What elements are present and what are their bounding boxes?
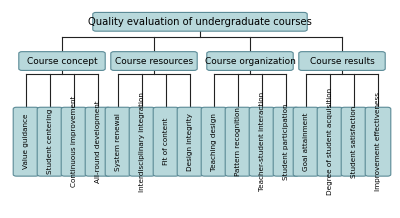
- Text: Degree of student acquisition: Degree of student acquisition: [327, 88, 333, 195]
- FancyBboxPatch shape: [111, 52, 197, 70]
- FancyBboxPatch shape: [129, 107, 155, 176]
- Text: Teaching design: Teaching design: [211, 113, 217, 171]
- FancyBboxPatch shape: [365, 107, 391, 176]
- FancyBboxPatch shape: [37, 107, 63, 176]
- Text: Pattern recognition: Pattern recognition: [235, 107, 241, 176]
- FancyBboxPatch shape: [341, 107, 367, 176]
- Text: Course resources: Course resources: [115, 56, 193, 66]
- Text: Design integrity: Design integrity: [187, 113, 193, 171]
- FancyBboxPatch shape: [207, 52, 293, 70]
- Text: Course results: Course results: [310, 56, 374, 66]
- FancyBboxPatch shape: [105, 107, 131, 176]
- FancyBboxPatch shape: [249, 107, 275, 176]
- Text: Value guidance: Value guidance: [23, 114, 29, 169]
- Text: Continuous improvement: Continuous improvement: [71, 96, 77, 187]
- Text: Interdisciplinary integration: Interdisciplinary integration: [139, 92, 145, 192]
- FancyBboxPatch shape: [317, 107, 343, 176]
- Text: Course concept: Course concept: [27, 56, 97, 66]
- Text: Student satisfaction: Student satisfaction: [351, 106, 357, 178]
- Text: Goal attainment: Goal attainment: [303, 112, 309, 171]
- Text: Improvement effectiveness: Improvement effectiveness: [375, 92, 381, 191]
- FancyBboxPatch shape: [225, 107, 251, 176]
- Text: Student participation: Student participation: [283, 104, 289, 180]
- FancyBboxPatch shape: [93, 12, 307, 31]
- FancyBboxPatch shape: [85, 107, 111, 176]
- Text: Course organization: Course organization: [204, 56, 296, 66]
- FancyBboxPatch shape: [13, 107, 39, 176]
- Text: All-round development: All-round development: [95, 100, 101, 183]
- Text: System renewal: System renewal: [115, 113, 121, 171]
- FancyBboxPatch shape: [273, 107, 299, 176]
- Text: Teacher-student interaction: Teacher-student interaction: [259, 92, 265, 191]
- FancyBboxPatch shape: [153, 107, 179, 176]
- Text: Fit of content: Fit of content: [163, 118, 169, 165]
- FancyBboxPatch shape: [177, 107, 203, 176]
- FancyBboxPatch shape: [201, 107, 227, 176]
- FancyBboxPatch shape: [293, 107, 319, 176]
- FancyBboxPatch shape: [19, 52, 105, 70]
- FancyBboxPatch shape: [299, 52, 385, 70]
- Text: Quality evaluation of undergraduate courses: Quality evaluation of undergraduate cour…: [88, 17, 312, 27]
- Text: Student centering: Student centering: [47, 109, 53, 174]
- FancyBboxPatch shape: [61, 107, 87, 176]
